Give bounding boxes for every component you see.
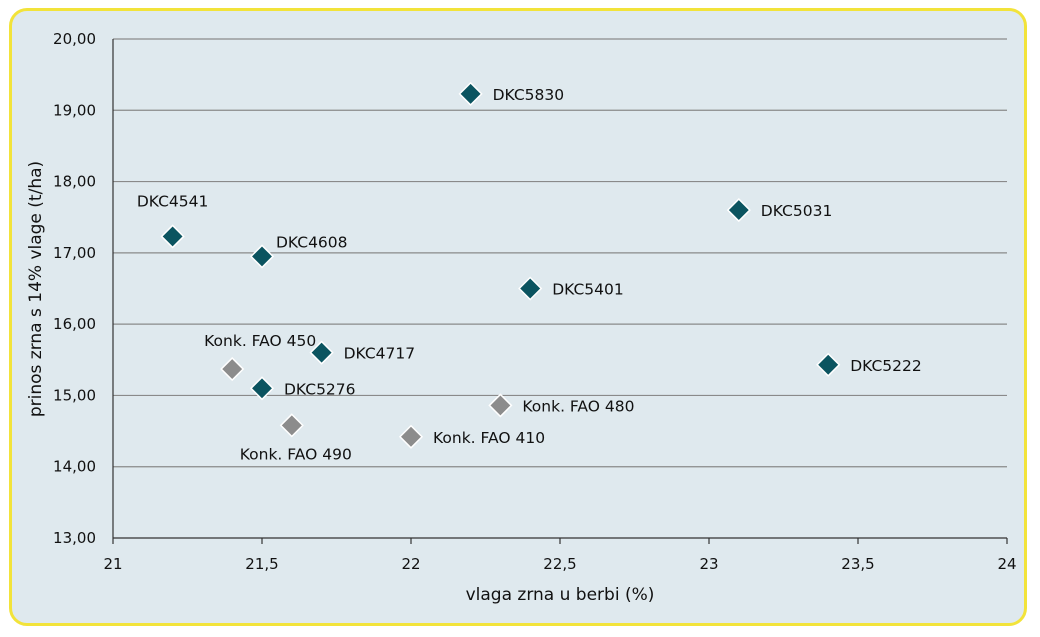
data-point-dkc5830 [458, 81, 483, 106]
x-axis-label: vlaga zrna u berbi (%) [466, 585, 655, 605]
x-tick-label: 21,5 [245, 555, 278, 573]
data-point-dkc4717 [309, 340, 334, 365]
point-label: DKC4608 [276, 233, 348, 251]
x-tick-label: 24 [997, 555, 1016, 573]
point-label: DKC5276 [284, 380, 356, 398]
point-label: DKC4717 [344, 345, 416, 363]
chart-frame [9, 8, 1027, 626]
y-tick-label: 19,00 [53, 101, 96, 119]
point-label: Konk. FAO 450 [204, 332, 316, 350]
data-point-konk-fao-480 [488, 393, 513, 418]
point-labels: DKC5830 DKC4541 DKC4608 DKC5031 DKC5401 DKC47… [137, 86, 922, 463]
y-tick-label: 18,00 [53, 173, 96, 191]
data-point-konk-fao-450 [220, 356, 245, 382]
data-point-dkc4541 [160, 224, 185, 249]
point-label: Konk. FAO 480 [522, 397, 634, 415]
y-tick-labels: 13,00 14,00 15,00 16,00 17,00 18,00 19,00 20,00 [53, 30, 96, 547]
y-tick-label: 20,00 [53, 30, 96, 48]
data-point-dkc5031 [726, 198, 751, 223]
point-label: Konk. FAO 410 [433, 429, 545, 447]
point-label: DKC5031 [761, 202, 833, 220]
y-tick-label: 16,00 [53, 315, 96, 333]
x-tick-label: 23,5 [841, 555, 874, 573]
data-point-dkc5276 [249, 376, 275, 401]
point-label: DKC5401 [552, 281, 624, 299]
y-tick-label: 13,00 [53, 529, 96, 547]
x-tick-label: 22,5 [543, 555, 576, 573]
x-tick-label: 21 [103, 555, 122, 573]
y-tick-label: 14,00 [53, 458, 96, 476]
x-tick-label: 23 [699, 555, 718, 573]
data-point-dkc5222 [816, 352, 841, 377]
data-points [160, 81, 841, 449]
data-point-dkc5401 [518, 276, 543, 301]
x-tick-labels: 21 21,5 22 22,5 23 23,5 24 [103, 538, 1017, 573]
data-point-dkc4608 [249, 244, 275, 269]
data-point-konk-fao-490 [279, 413, 304, 438]
y-tick-label: 17,00 [53, 244, 96, 262]
x-tick-label: 22 [401, 555, 420, 573]
point-label: DKC5830 [493, 86, 565, 104]
point-label: DKC5222 [850, 357, 922, 375]
data-point-konk-fao-410 [398, 424, 424, 449]
point-label: DKC4541 [137, 192, 209, 210]
y-axis-label: prinos zrna s 14% vlage (t/ha) [26, 161, 46, 417]
y-tick-label: 15,00 [53, 386, 96, 404]
point-label: Konk. FAO 490 [240, 445, 352, 463]
